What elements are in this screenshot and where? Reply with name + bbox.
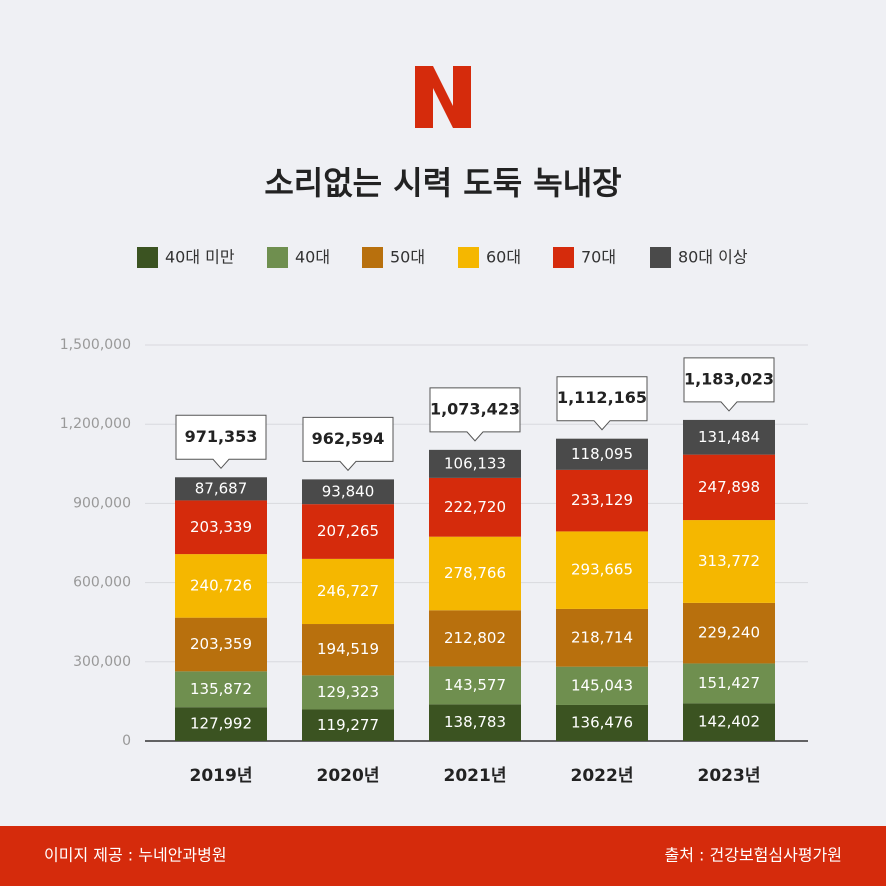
bar-segment [175, 500, 267, 555]
bar-segment [556, 438, 648, 470]
value-label: 135,872 [190, 680, 252, 698]
legend-swatch [458, 247, 479, 268]
value-label: 207,265 [317, 522, 379, 540]
value-label: 143,577 [444, 676, 506, 694]
value-label: 233,129 [571, 491, 633, 509]
bar-segment [429, 666, 521, 705]
legend-swatch [553, 247, 574, 268]
bar-segment [429, 610, 521, 667]
value-label: 203,359 [190, 635, 252, 653]
legend-label: 60대 [486, 248, 521, 267]
y-tick-label: 0 [122, 733, 131, 749]
value-label: 218,714 [571, 628, 633, 646]
chart-title: 소리없는 시력 도둑 녹내장 [264, 164, 621, 202]
bar-segment [683, 454, 775, 521]
value-label: 212,802 [444, 629, 506, 647]
total-label: 971,353 [185, 427, 258, 446]
total-label: 1,183,023 [684, 369, 774, 388]
value-label: 145,043 [571, 676, 633, 694]
value-label: 246,727 [317, 582, 379, 600]
bar-segment [556, 531, 648, 609]
value-label: 229,240 [698, 624, 760, 642]
total-callout [302, 416, 394, 472]
total-callout [556, 376, 648, 431]
bar-segment [302, 675, 394, 710]
legend-label: 50대 [390, 248, 425, 267]
legend-swatch [137, 247, 158, 268]
footer-credit: 이미지 제공 : 누네안과병원 [44, 846, 227, 865]
bar-segment [683, 663, 775, 704]
bar-segment [175, 554, 267, 618]
value-label: 278,766 [444, 564, 506, 582]
y-tick-label: 1,500,000 [60, 337, 131, 353]
logo [415, 66, 471, 128]
bar-segment [683, 602, 775, 664]
value-label: 127,992 [190, 715, 252, 733]
bar-segment [556, 469, 648, 532]
legend-label: 40대 미만 [165, 248, 235, 267]
legend-swatch [267, 247, 288, 268]
value-label: 129,323 [317, 683, 379, 701]
value-label: 222,720 [444, 498, 506, 516]
x-tick-label: 2021년 [444, 766, 507, 786]
bar-segment [556, 704, 648, 741]
bar-segment [302, 624, 394, 676]
x-tick-label: 2022년 [571, 766, 634, 786]
value-label: 240,726 [190, 576, 252, 594]
total-callout [175, 414, 267, 470]
total-label: 1,073,423 [430, 399, 520, 418]
bar-segment [683, 419, 775, 455]
x-tick-label: 2023년 [698, 766, 761, 786]
value-label: 142,402 [698, 713, 760, 731]
value-label: 203,339 [190, 518, 252, 536]
bar-segment [683, 520, 775, 603]
bar-segment [302, 558, 394, 625]
bar-segment [556, 666, 648, 705]
total-label: 962,594 [312, 429, 385, 448]
value-label: 119,277 [317, 716, 379, 734]
value-label: 106,133 [444, 454, 506, 472]
total-callout [429, 387, 521, 442]
total-callout [683, 357, 775, 412]
bar-segment [175, 707, 267, 741]
value-label: 293,665 [571, 561, 633, 579]
bar-segment [175, 617, 267, 672]
value-label: 93,840 [322, 482, 375, 500]
bar-segment [429, 477, 521, 537]
legend-label: 80대 이상 [678, 248, 748, 267]
bar-segment [429, 536, 521, 611]
legend-swatch [362, 247, 383, 268]
legend-swatch [650, 247, 671, 268]
bar-segment [302, 709, 394, 741]
value-label: 194,519 [317, 640, 379, 658]
value-label: 151,427 [698, 674, 760, 692]
bar-segment [175, 477, 267, 501]
legend-label: 40대 [295, 248, 330, 267]
total-label: 1,112,165 [557, 388, 647, 407]
bar-segment [429, 704, 521, 741]
value-label: 247,898 [698, 478, 760, 496]
bar-segment [429, 449, 521, 478]
x-tick-label: 2020년 [317, 766, 380, 786]
x-tick-label: 2019년 [190, 766, 253, 786]
y-tick-label: 900,000 [73, 495, 131, 511]
y-tick-label: 1,200,000 [60, 416, 131, 432]
value-label: 313,772 [698, 552, 760, 570]
value-label: 87,687 [195, 479, 248, 497]
legend-label: 70대 [581, 248, 616, 267]
bar-segment [175, 671, 267, 708]
y-tick-label: 300,000 [73, 654, 131, 670]
footer-bar [0, 826, 886, 886]
bar-segment [302, 504, 394, 559]
bar-segment [683, 703, 775, 741]
y-tick-label: 600,000 [73, 575, 131, 591]
bar-segment [556, 608, 648, 667]
value-label: 136,476 [571, 713, 633, 731]
value-label: 138,783 [444, 713, 506, 731]
footer-source: 출처 : 건강보험심사평가원 [665, 846, 842, 865]
value-label: 118,095 [571, 445, 633, 463]
value-label: 131,484 [698, 428, 760, 446]
bar-segment [302, 479, 394, 505]
